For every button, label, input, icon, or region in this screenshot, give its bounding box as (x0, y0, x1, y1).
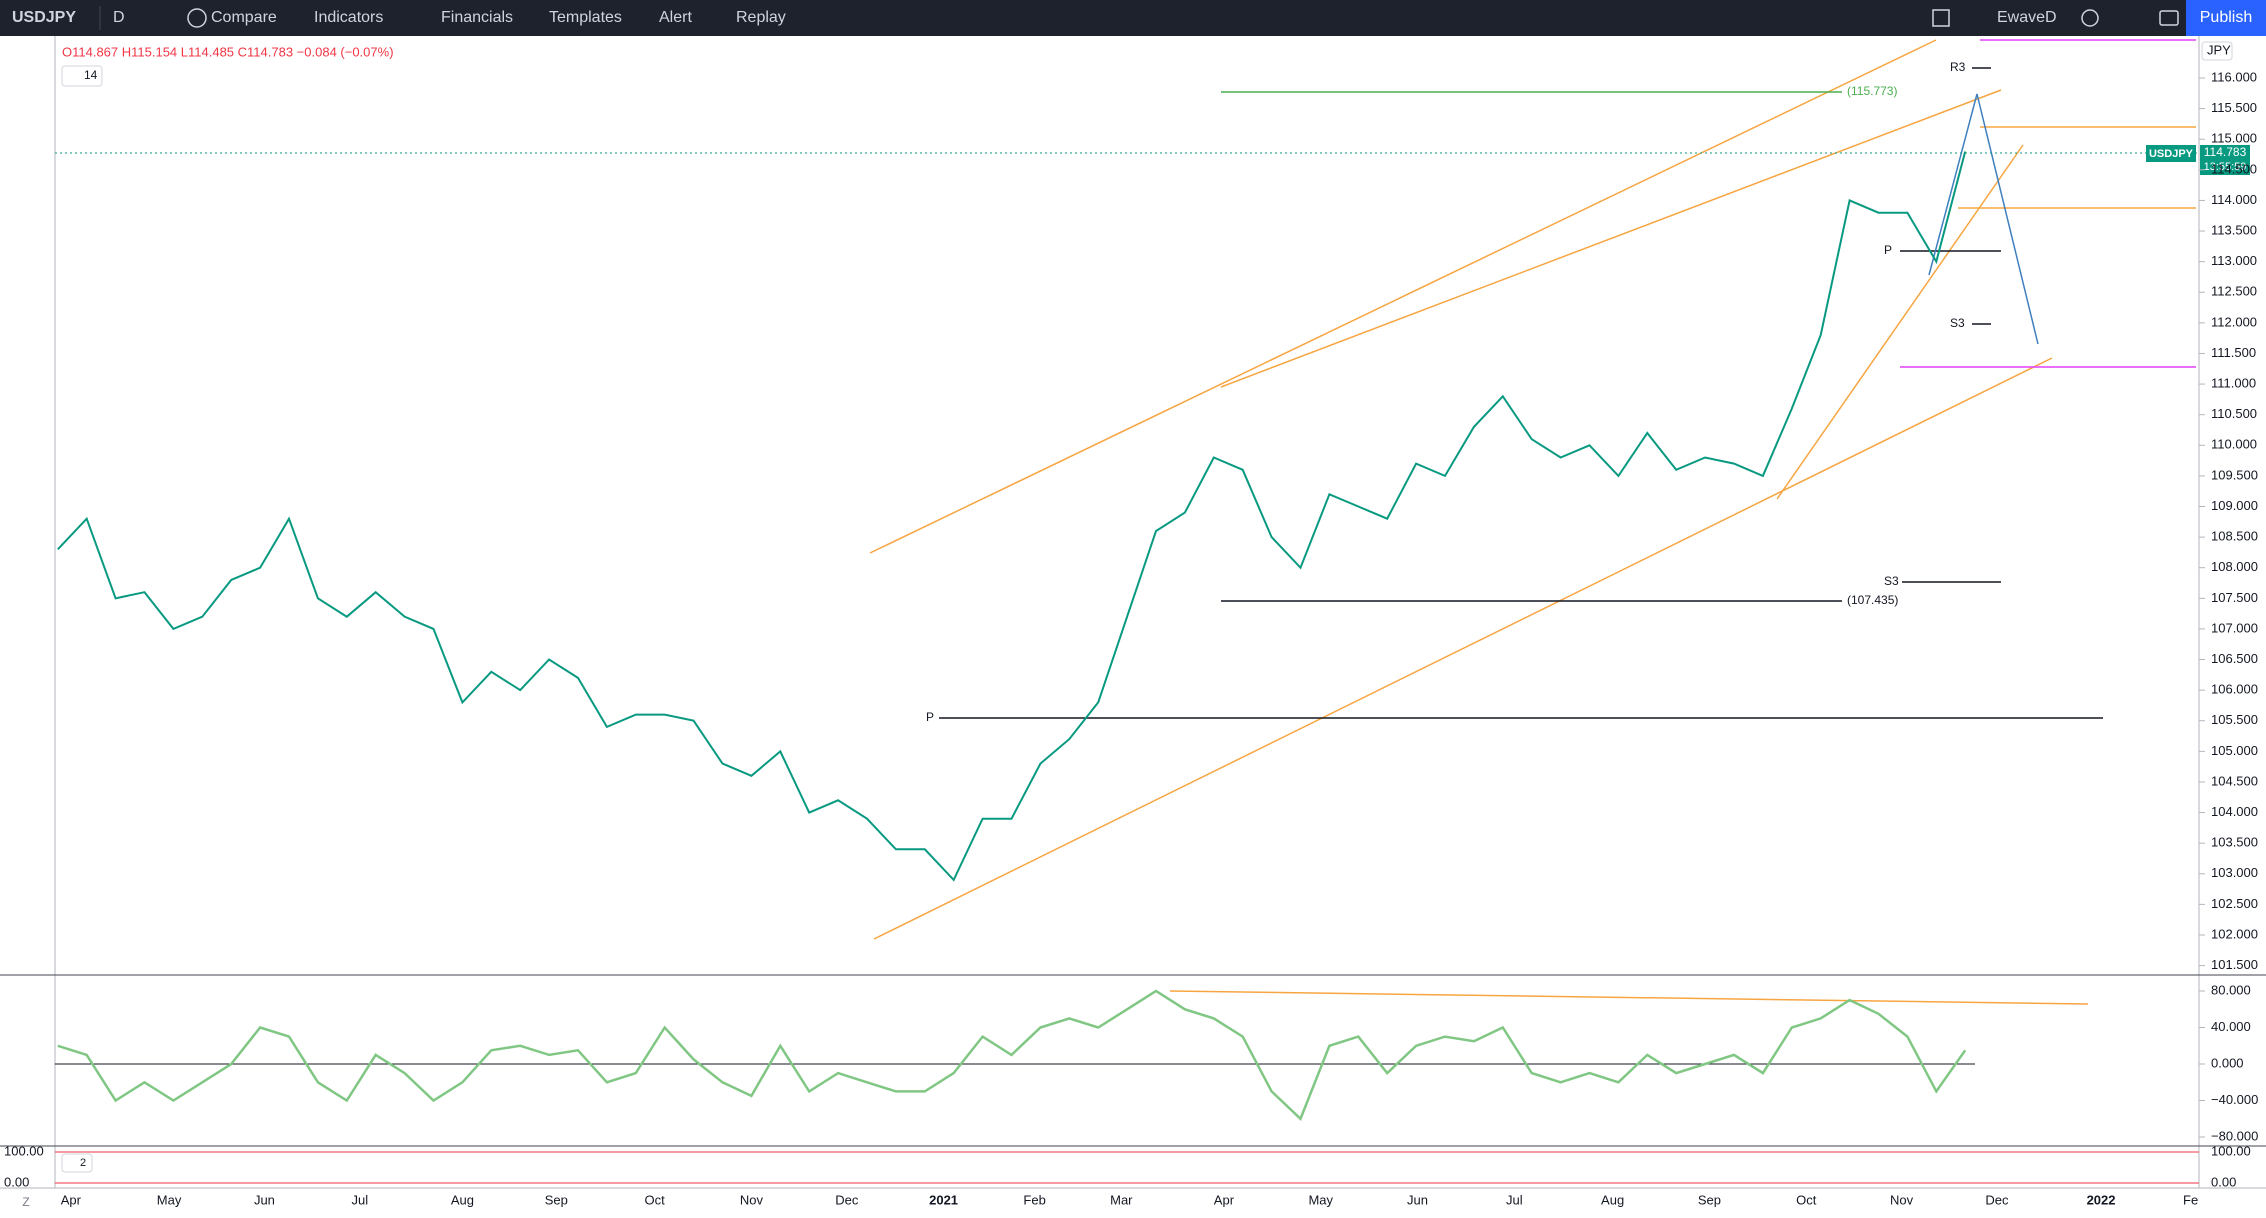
stoch-tick-label: 100.00 (2211, 1143, 2251, 1158)
pivot-label: P (926, 710, 934, 724)
price-tick-label: 109.500 (2211, 467, 2258, 482)
price-tick-label: 105.500 (2211, 712, 2258, 727)
price-tick-label: 108.500 (2211, 529, 2258, 544)
stoch-tick-label-left: 100.00 (4, 1143, 44, 1158)
time-tick-label: Aug (1601, 1192, 1624, 1207)
time-tick-label: Apr (61, 1192, 82, 1207)
stoch-tick-label-left: 0.00 (4, 1174, 29, 1189)
price-tick-label: 114.000 (2211, 192, 2257, 207)
price-tick-label: 102.000 (2211, 926, 2258, 941)
toolbar (0, 0, 2266, 36)
countdown: 13:55:59 (2204, 161, 2247, 173)
interval[interactable]: D (113, 9, 125, 26)
price-line (57, 151, 1967, 882)
ohlc-legend: O114.867 H115.154 L114.485 C114.783 −0.0… (62, 44, 394, 59)
level-label: (107.435) (1847, 593, 1898, 607)
time-tick-label: 2022 (2087, 1192, 2116, 1207)
indicator-legend[interactable] (61, 65, 103, 87)
price-tick-label: 113.000 (2211, 253, 2257, 268)
time-tick-label: Nov (1890, 1192, 1914, 1207)
time-tick-label: Jul (1506, 1192, 1523, 1207)
time-tick-label: Jul (351, 1192, 368, 1207)
pivot-label: R3 (1950, 60, 1966, 74)
time-tick-label: Dec (1985, 1192, 2009, 1207)
level-label: (115.773) (1847, 84, 1897, 98)
price-tick-label: 110.500 (2211, 406, 2257, 421)
osc-tick-label: 0.000 (2211, 1055, 2244, 1070)
pivot-label: S3 (1950, 316, 1965, 330)
layout-name[interactable]: EwaveD (1997, 9, 2057, 26)
osc-tick-label: −40.000 (2211, 1092, 2258, 1107)
price-tick-label: 108.000 (2211, 559, 2258, 574)
price-tick-label: 112.000 (2211, 314, 2257, 329)
zoom-button[interactable]: Z (22, 1195, 29, 1209)
time-tick-label: 2021 (929, 1192, 958, 1207)
time-tick-label: Jun (1407, 1192, 1428, 1207)
osc-tick-label: 40.000 (2211, 1019, 2251, 1034)
pivot-label: P (1884, 243, 1892, 257)
last-price: 114.783 (2204, 145, 2247, 159)
price-tick-label: 116.000 (2211, 69, 2257, 84)
price-tick-label: 107.500 (2211, 590, 2258, 605)
price-tick-label: 102.500 (2211, 896, 2258, 911)
price-badge (2200, 145, 2250, 175)
currency[interactable]: JPY (2207, 42, 2231, 57)
time-tick-label: Sep (1698, 1192, 1721, 1207)
alert-button[interactable]: Alert (659, 9, 692, 26)
price-tick-label: 111.500 (2211, 345, 2256, 360)
osc-tick-label: 80.000 (2211, 982, 2251, 997)
stoch-length[interactable]: 2 (80, 1157, 86, 1169)
price-tick-label: 101.500 (2211, 957, 2258, 972)
symbol-badge (2146, 145, 2196, 162)
price-tick-label: 103.000 (2211, 865, 2258, 880)
price-tick-label: 112.500 (2211, 284, 2257, 299)
price-tick-label: 107.000 (2211, 620, 2258, 635)
indicator-length[interactable]: 14 (84, 68, 98, 82)
publish-button[interactable] (2186, 0, 2266, 36)
osc-tick-label: −80.000 (2211, 1128, 2258, 1143)
symbol[interactable]: USDJPY (12, 9, 76, 26)
price-tick-label: 114.500 (2211, 161, 2257, 176)
time-tick-label: Fe (2183, 1192, 2198, 1207)
time-tick-label: Jun (254, 1192, 275, 1207)
templates-button[interactable]: Templates (549, 9, 622, 26)
price-tick-label: 106.500 (2211, 651, 2258, 666)
price-tick-label: 104.500 (2211, 773, 2258, 788)
price-tick-label: 109.000 (2211, 498, 2258, 513)
time-tick-label: May (1308, 1192, 1333, 1207)
time-tick-label: May (157, 1192, 182, 1207)
stoch-tick-label: 0.00 (2211, 1174, 2236, 1189)
time-tick-label: Oct (1796, 1192, 1817, 1207)
price-tick-label: 110.000 (2211, 437, 2257, 452)
price-tick-label: 113.500 (2211, 222, 2257, 237)
compare-button[interactable]: Compare (211, 9, 277, 26)
price-tick-label: 104.000 (2211, 804, 2258, 819)
replay-button[interactable]: Replay (736, 9, 786, 26)
time-tick-label: Aug (451, 1192, 474, 1207)
price-tick-label: 105.000 (2211, 743, 2258, 758)
symbol-badge-label: USDJPY (2149, 148, 2194, 160)
time-tick-label: Dec (835, 1192, 859, 1207)
price-tick-label: 115.000 (2211, 131, 2257, 146)
time-tick-label: Mar (1110, 1192, 1133, 1207)
pivot-label: S3 (1884, 574, 1899, 588)
time-tick-label: Feb (1023, 1192, 1045, 1207)
publish-label[interactable]: Publish (2200, 9, 2252, 26)
price-tick-label: 115.500 (2211, 100, 2257, 115)
time-tick-label: Oct (644, 1192, 665, 1207)
time-tick-label: Nov (740, 1192, 764, 1207)
drawings (55, 39, 2199, 1005)
price-tick-label: 111.000 (2211, 376, 2256, 391)
time-tick-label: Sep (545, 1192, 568, 1207)
price-tick-label: 103.500 (2211, 835, 2258, 850)
price-tick-label: 106.000 (2211, 682, 2258, 697)
financials-button[interactable]: Financials (441, 9, 513, 26)
indicators-button[interactable]: Indicators (314, 9, 383, 26)
oscillator-line (57, 989, 1967, 1121)
time-tick-label: Apr (1214, 1192, 1235, 1207)
